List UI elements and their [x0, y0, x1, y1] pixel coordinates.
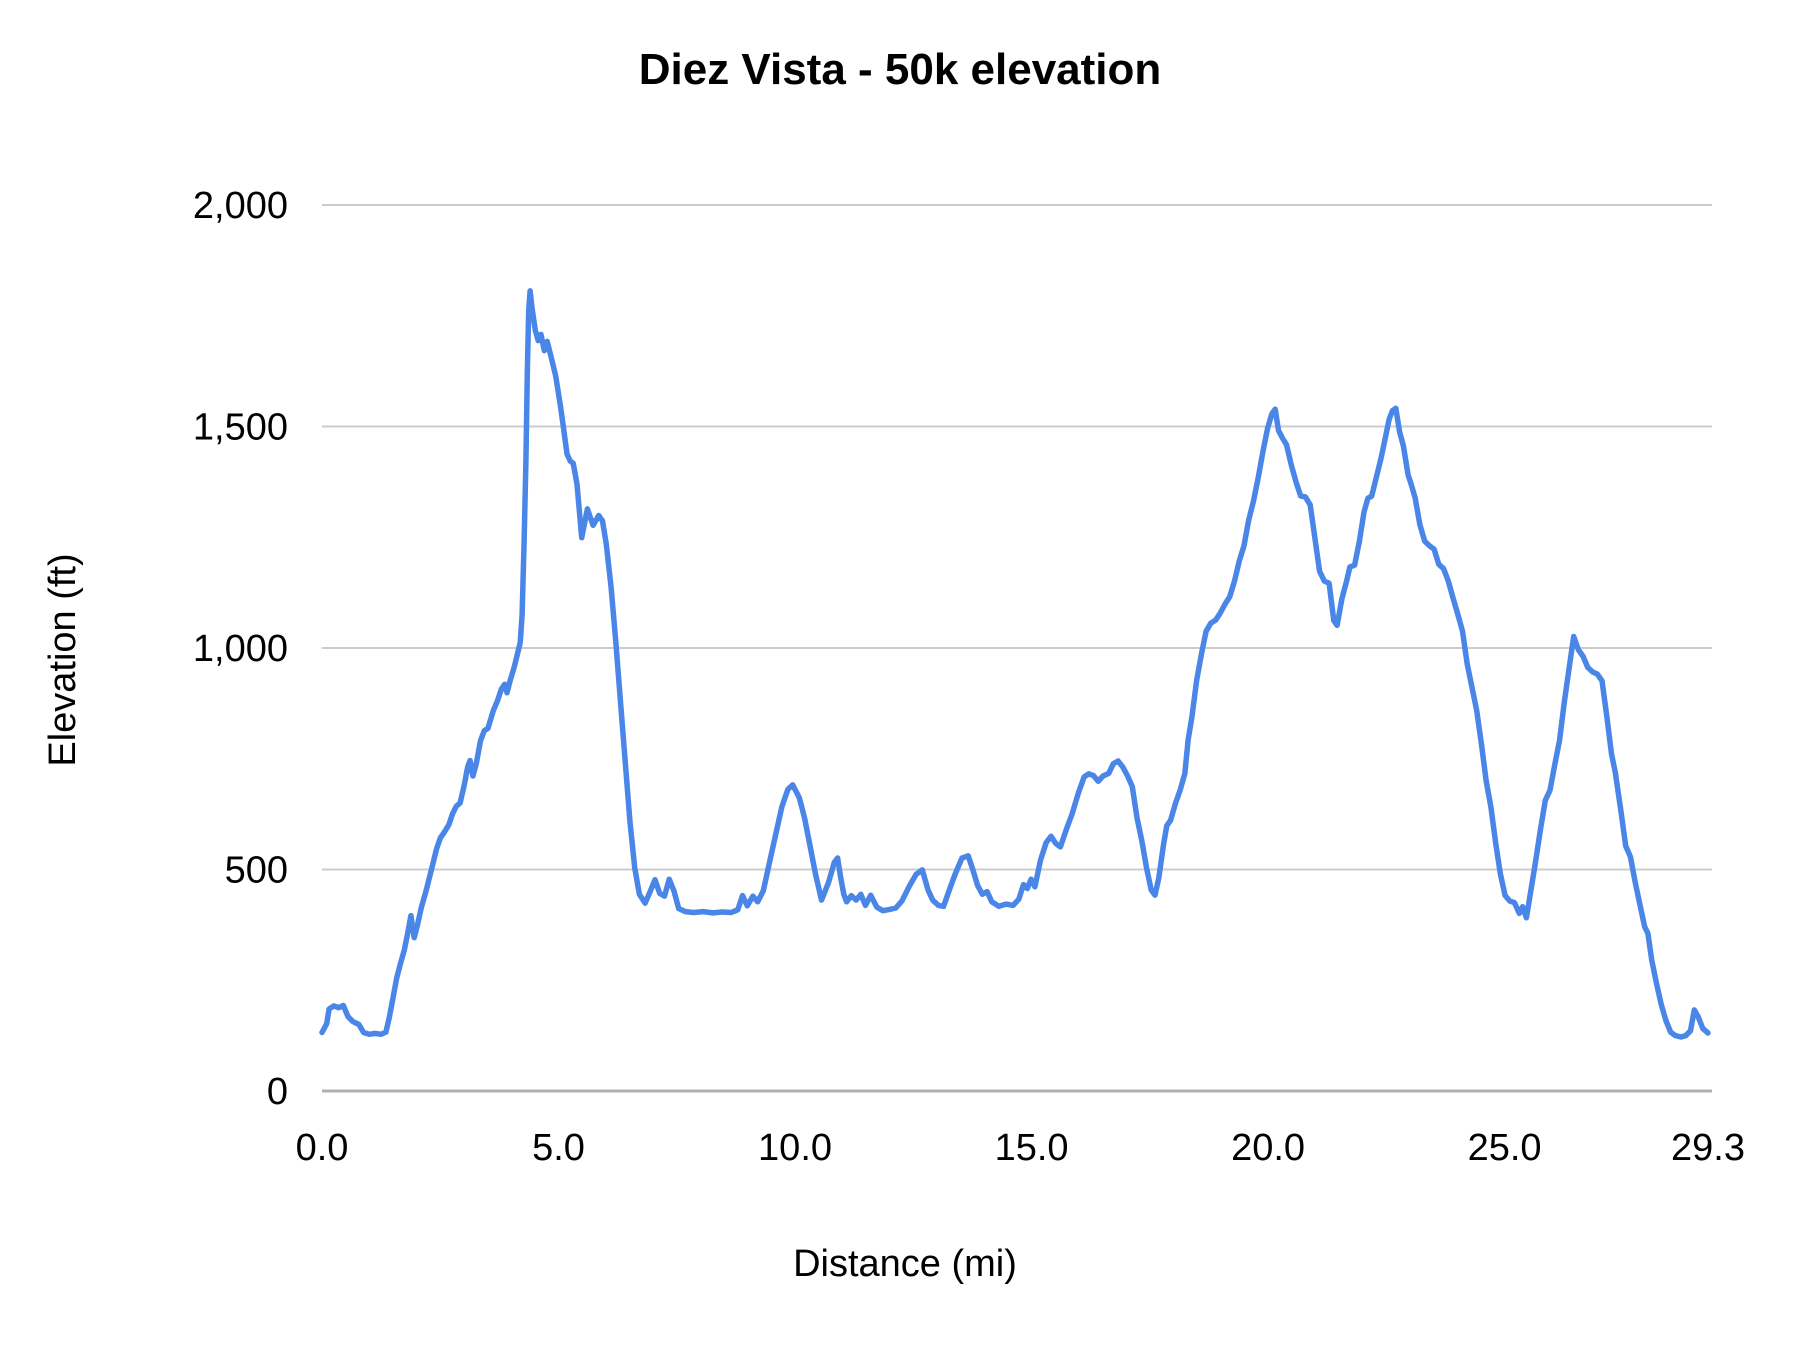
- elevation-series-line: [319, 288, 1711, 1040]
- y-tick-label: 0: [267, 1071, 288, 1113]
- y-axis-title: Elevation (ft): [42, 553, 84, 766]
- x-tick-label: 15.0: [995, 1127, 1069, 1169]
- y-tick-label: 2,000: [193, 185, 288, 227]
- x-tick-label: 25.0: [1468, 1127, 1542, 1169]
- x-tick-label: 0.0: [296, 1127, 349, 1169]
- x-tick-label: 20.0: [1231, 1127, 1305, 1169]
- y-axis-tick-labels: 0 500 1,000 1,500 2,000: [193, 185, 288, 1113]
- x-axis-tick-labels: 0.0 5.0 10.0 15.0 20.0 25.0 29.3: [296, 1127, 1745, 1169]
- y-tick-label: 1,500: [193, 407, 288, 449]
- y-tick-label: 1,000: [193, 628, 288, 670]
- chart-title: Diez Vista - 50k elevation: [639, 45, 1162, 94]
- x-tick-label: 5.0: [532, 1127, 585, 1169]
- x-tick-label: 29.3: [1671, 1127, 1745, 1169]
- x-tick-label: 10.0: [758, 1127, 832, 1169]
- gridlines: [322, 204, 1712, 1093]
- x-axis-title: Distance (mi): [793, 1243, 1017, 1285]
- y-tick-label: 500: [225, 850, 288, 892]
